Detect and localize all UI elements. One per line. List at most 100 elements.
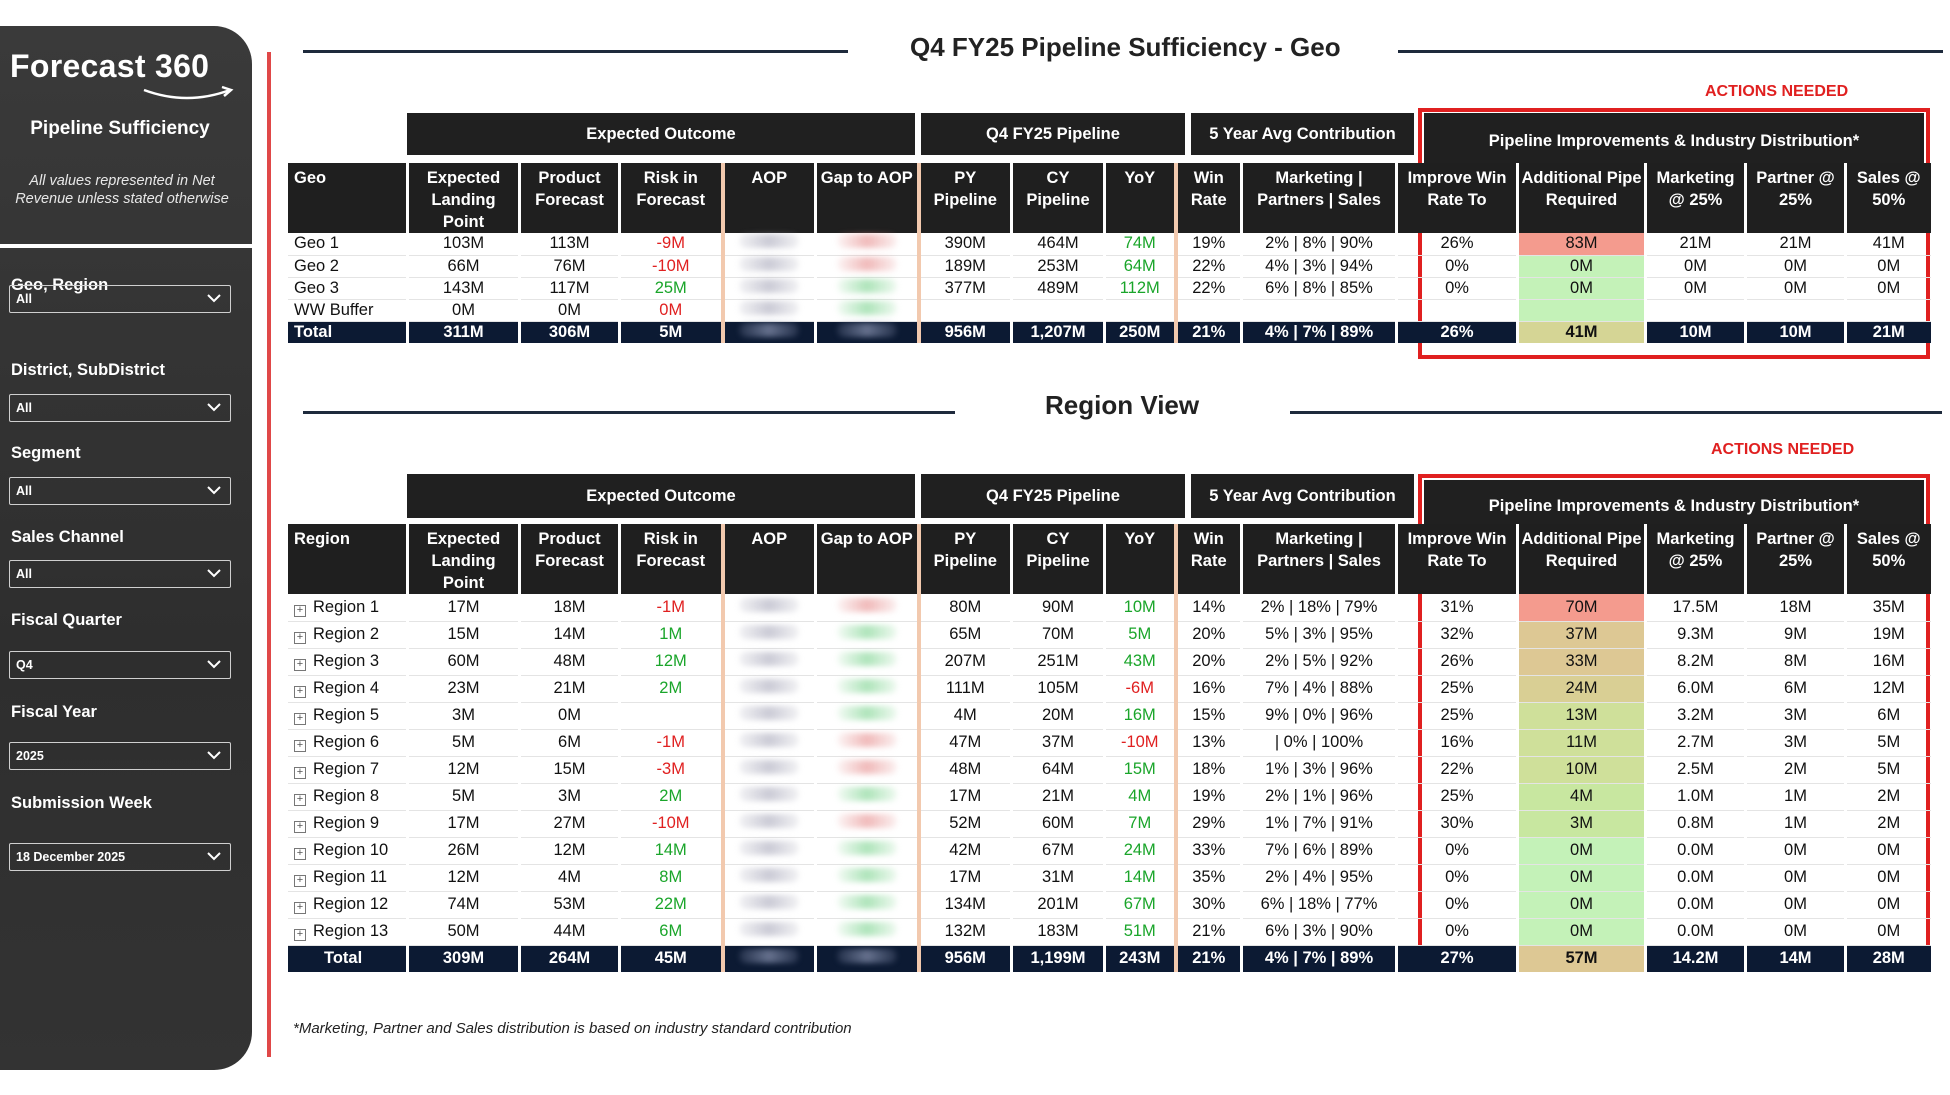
column-header[interactable]: Additional Pipe Required: [1516, 524, 1646, 594]
expand-row-icon[interactable]: +: [294, 767, 306, 779]
filter-dropdown[interactable]: 2025: [9, 742, 231, 770]
column-header[interactable]: CY Pipeline: [1010, 163, 1105, 233]
cell-name[interactable]: + Region 5: [285, 702, 408, 730]
column-header[interactable]: Region: [285, 524, 408, 594]
redacted-value: [739, 814, 800, 828]
column-header[interactable]: Marketing | Partners | Sales: [1240, 524, 1397, 594]
cell-text: 35M: [1872, 597, 1905, 616]
cell-mkt: 0M: [1644, 255, 1746, 278]
cell-pf: 117M: [518, 277, 620, 300]
cell-sales: 5M: [1844, 729, 1931, 757]
column-header[interactable]: PY Pipeline: [917, 163, 1012, 233]
column-header[interactable]: Marketing @ 25%: [1644, 163, 1746, 233]
column-header[interactable]: Expected Landing Point: [406, 163, 520, 233]
expand-row-icon[interactable]: +: [294, 632, 306, 644]
cell-risk: -10M: [618, 255, 723, 278]
cell-name[interactable]: + Region 7: [285, 756, 408, 784]
column-header[interactable]: Partner @ 25%: [1744, 163, 1846, 233]
column-header[interactable]: AOP: [720, 524, 816, 594]
cell-name[interactable]: + Region 2: [285, 621, 408, 649]
region-actions-needed-label: ACTIONS NEEDED: [1711, 441, 1855, 458]
filter-dropdown[interactable]: All: [9, 285, 231, 313]
filter-dropdown[interactable]: All: [9, 560, 231, 588]
cell-text: Region 5: [313, 706, 380, 724]
cell-name[interactable]: + Region 11: [285, 864, 408, 892]
column-header[interactable]: Risk in Forecast: [618, 163, 723, 233]
table-row: + Region 3 60M 48M 12M 207M 251M 43M 20% 2% | 5% …: [285, 648, 1931, 676]
column-header[interactable]: Product Forecast: [518, 524, 620, 594]
expand-row-icon[interactable]: +: [294, 604, 306, 617]
expand-row-icon[interactable]: +: [294, 821, 306, 833]
cell-partner: 14M: [1744, 945, 1846, 972]
column-header[interactable]: PY Pipeline: [917, 524, 1012, 594]
cell-text: 306M: [548, 322, 591, 341]
cell-cy: 20M: [1010, 702, 1105, 730]
column-header[interactable]: Gap to AOP: [814, 163, 921, 233]
column-header[interactable]: Partner @ 25%: [1744, 524, 1846, 594]
cell-partner: 8M: [1744, 648, 1846, 676]
expand-row-icon[interactable]: +: [294, 713, 306, 725]
expand-row-icon[interactable]: +: [294, 929, 306, 941]
expand-row-icon[interactable]: +: [294, 902, 306, 914]
cell-text: 15%: [1192, 706, 1226, 724]
column-header[interactable]: Win Rate: [1174, 524, 1242, 594]
column-header[interactable]: Risk in Forecast: [618, 524, 723, 594]
expand-row-icon[interactable]: +: [294, 659, 306, 671]
cell-text: 19M: [1872, 625, 1905, 643]
cell-name[interactable]: + Region 4: [285, 675, 408, 703]
expand-row-icon[interactable]: +: [294, 686, 306, 698]
column-header[interactable]: Marketing @ 25%: [1644, 524, 1746, 594]
cell-add: 0M: [1516, 864, 1646, 892]
cell-name[interactable]: + Region 1: [285, 594, 408, 622]
cell-name[interactable]: + Region 9: [285, 810, 408, 838]
expand-row-icon[interactable]: +: [294, 848, 306, 860]
cell-name[interactable]: + Region 13: [285, 918, 408, 946]
cell-text: 6% | 3% | 90%: [1265, 922, 1373, 940]
column-header[interactable]: AOP: [720, 163, 816, 233]
column-header[interactable]: YoY: [1103, 163, 1178, 233]
cell-text: -10M: [1120, 733, 1159, 751]
column-header[interactable]: Sales @ 50%: [1844, 524, 1931, 594]
column-header[interactable]: Improve Win Rate To: [1395, 163, 1518, 233]
cell-text: 25%: [1440, 787, 1474, 805]
column-header[interactable]: Marketing | Partners | Sales: [1240, 163, 1397, 233]
expand-row-icon[interactable]: +: [294, 794, 306, 806]
filter-dropdown[interactable]: All: [9, 477, 231, 505]
column-header[interactable]: Additional Pipe Required: [1516, 163, 1646, 233]
column-header[interactable]: Gap to AOP: [814, 524, 921, 594]
filter-dropdown[interactable]: All: [9, 394, 231, 422]
column-header[interactable]: Product Forecast: [518, 163, 620, 233]
expand-row-icon[interactable]: +: [294, 875, 306, 887]
cell-name[interactable]: + Region 6: [285, 729, 408, 757]
cell-text: 21%: [1192, 922, 1226, 940]
redacted-value: [836, 322, 897, 337]
cell-text: 251M: [1037, 652, 1079, 670]
cell-name[interactable]: + Region 3: [285, 648, 408, 676]
expand-row-icon[interactable]: +: [294, 740, 306, 752]
table-row: + Region 6 5M 6M -1M 47M 37M -10M 13% | 0% | 100%…: [285, 729, 1931, 757]
cell-text: Region 4: [313, 679, 380, 697]
cell-name[interactable]: + Region 12: [285, 891, 408, 919]
column-header[interactable]: Expected Landing Point: [406, 524, 520, 594]
cell-text: Region 13: [313, 922, 389, 940]
column-header[interactable]: Win Rate: [1174, 163, 1242, 233]
filter-dropdown[interactable]: 18 December 2025: [9, 843, 231, 871]
column-header[interactable]: Geo: [285, 163, 408, 233]
cell-mps: 7% | 6% | 89%: [1240, 837, 1397, 865]
gap-to-aop-redacted: [814, 810, 921, 838]
column-header[interactable]: CY Pipeline: [1010, 524, 1105, 594]
redacted-value: [739, 278, 800, 293]
cell-text: 1,199M: [1030, 949, 1086, 968]
filter-dropdown[interactable]: Q4: [9, 651, 231, 679]
cell-name[interactable]: + Region 8: [285, 783, 408, 811]
cell-elp: 74M: [406, 891, 520, 919]
cell-text: 6M: [659, 922, 683, 940]
column-header[interactable]: YoY: [1103, 524, 1178, 594]
cell-cy: 90M: [1010, 594, 1105, 622]
filter-value: Q4: [16, 658, 33, 672]
cell-name[interactable]: + Region 10: [285, 837, 408, 865]
cell-text: 21M: [1679, 234, 1712, 253]
column-header[interactable]: Improve Win Rate To: [1395, 524, 1518, 594]
chevron-down-icon: [207, 486, 221, 495]
column-header[interactable]: Sales @ 50%: [1844, 163, 1931, 233]
